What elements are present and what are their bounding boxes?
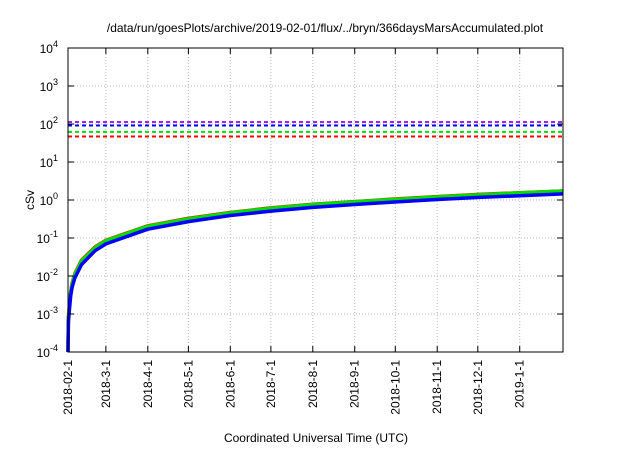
chart-title: /data/run/goesPlots/archive/2019-02-01/f… [107, 21, 544, 35]
series-line-green [66, 189, 564, 353]
series-line-red [66, 189, 564, 353]
x-tick-label: 2018-10-1 [388, 360, 402, 415]
grid [68, 48, 563, 352]
x-tick-label: 2018-6-1 [223, 360, 237, 408]
y-tick-label: 100 [40, 191, 58, 208]
y-tick-label: 104 [40, 39, 58, 56]
y-tick-label: 10-3 [37, 305, 58, 322]
y-tick-label: 10-2 [37, 267, 58, 284]
x-axis: 2018-02-1 2018-3-1 2018-4-1 2018-5-1 2018-6-… [61, 48, 527, 415]
x-tick-label: 2018-4-1 [141, 360, 155, 408]
series-line-blue [66, 192, 564, 353]
x-tick-label: 2018-11-1 [430, 360, 444, 414]
x-tick-label: 2018-02-1 [61, 360, 75, 415]
y-tick-label: 103 [40, 77, 58, 94]
y-axis: 10-4 10-3 10-2 10-1 100 101 102 103 104 [37, 39, 563, 360]
y-tick-label: 10-4 [37, 343, 58, 360]
x-tick-label: 2018-3-1 [99, 360, 113, 408]
y-axis-label: cSv [23, 190, 37, 210]
reference-lines [68, 120, 563, 138]
x-tick-label: 2018-12-1 [471, 360, 485, 415]
x-axis-label: Coordinated Universal Time (UTC) [224, 431, 408, 445]
series-lines [66, 189, 564, 353]
y-tick-label: 10-1 [37, 229, 58, 246]
x-tick-label: 2018-7-1 [264, 360, 278, 408]
y-tick-label: 102 [40, 115, 58, 132]
y-tick-label: 101 [40, 153, 58, 170]
x-tick-label: 2019-1-1 [513, 360, 527, 408]
x-tick-label: 2018-9-1 [348, 360, 362, 408]
x-tick-label: 2018-8-1 [306, 360, 320, 408]
x-tick-label: 2018-5-1 [181, 360, 195, 408]
